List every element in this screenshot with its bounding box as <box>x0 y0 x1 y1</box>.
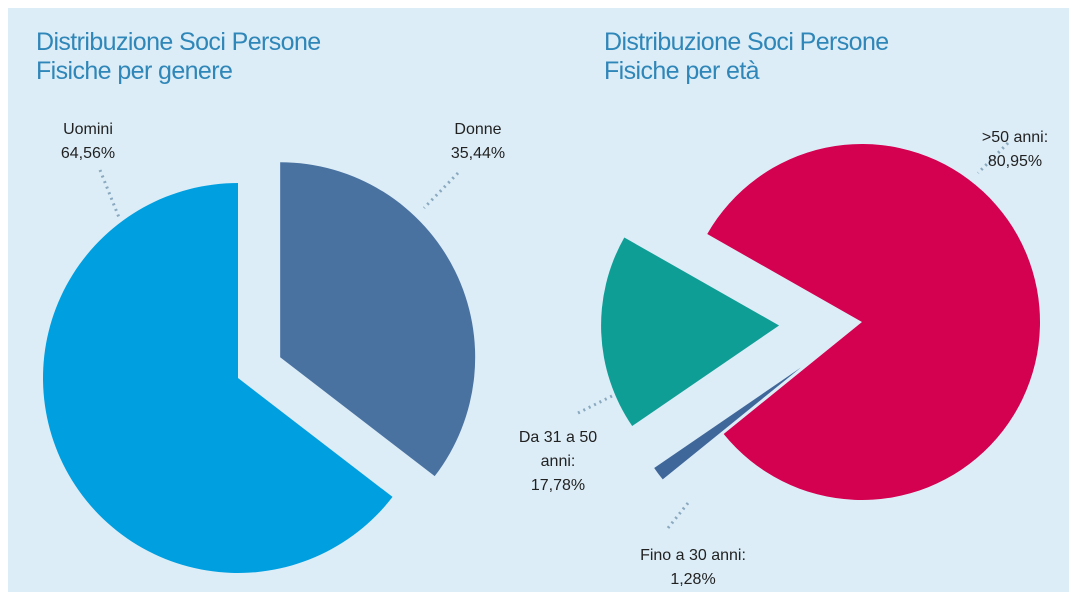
value-label: 1,28% <box>670 571 716 588</box>
value-label: 64,56% <box>60 145 116 162</box>
value-label: 80,95% <box>987 153 1043 170</box>
slice-label: Da 31 a 50 anni: 17,78% <box>513 426 603 498</box>
leader-lines <box>98 141 1010 529</box>
pie-slice <box>601 237 780 427</box>
value-label: 35,44% <box>450 145 506 162</box>
slice-label: Donne 35,44% <box>428 118 528 166</box>
chart-title: Distribuzione Soci Persone Fisiche per e… <box>604 28 889 85</box>
pie-slice <box>43 183 393 573</box>
category-label: Fino a 30 anni: <box>640 547 746 564</box>
leader-line <box>98 169 122 221</box>
category-label: Donne <box>454 121 502 138</box>
infographic: Distribuzione Soci Persone Fisiche per g… <box>8 8 1069 592</box>
pie-slice <box>654 367 802 480</box>
slice-label: Uomini 64,56% <box>48 118 128 166</box>
pie-slice <box>707 144 1041 501</box>
slice-label: Fino a 30 anni: 1,28% <box>618 544 768 592</box>
slice-label: >50 anni: 80,95% <box>970 126 1060 174</box>
charts <box>43 141 1041 573</box>
pie-slice <box>280 162 476 477</box>
leader-line <box>577 391 619 415</box>
chart-title: Distribuzione Soci Persone Fisiche per g… <box>36 28 321 85</box>
category-label: Da 31 a 50 anni: <box>518 429 598 470</box>
value-label: 17,78% <box>530 477 586 494</box>
leader-line <box>666 502 690 529</box>
leader-line <box>422 171 460 210</box>
category-label: Uomini <box>63 121 113 138</box>
category-label: >50 anni: <box>981 129 1049 146</box>
leader-line <box>976 141 1010 175</box>
